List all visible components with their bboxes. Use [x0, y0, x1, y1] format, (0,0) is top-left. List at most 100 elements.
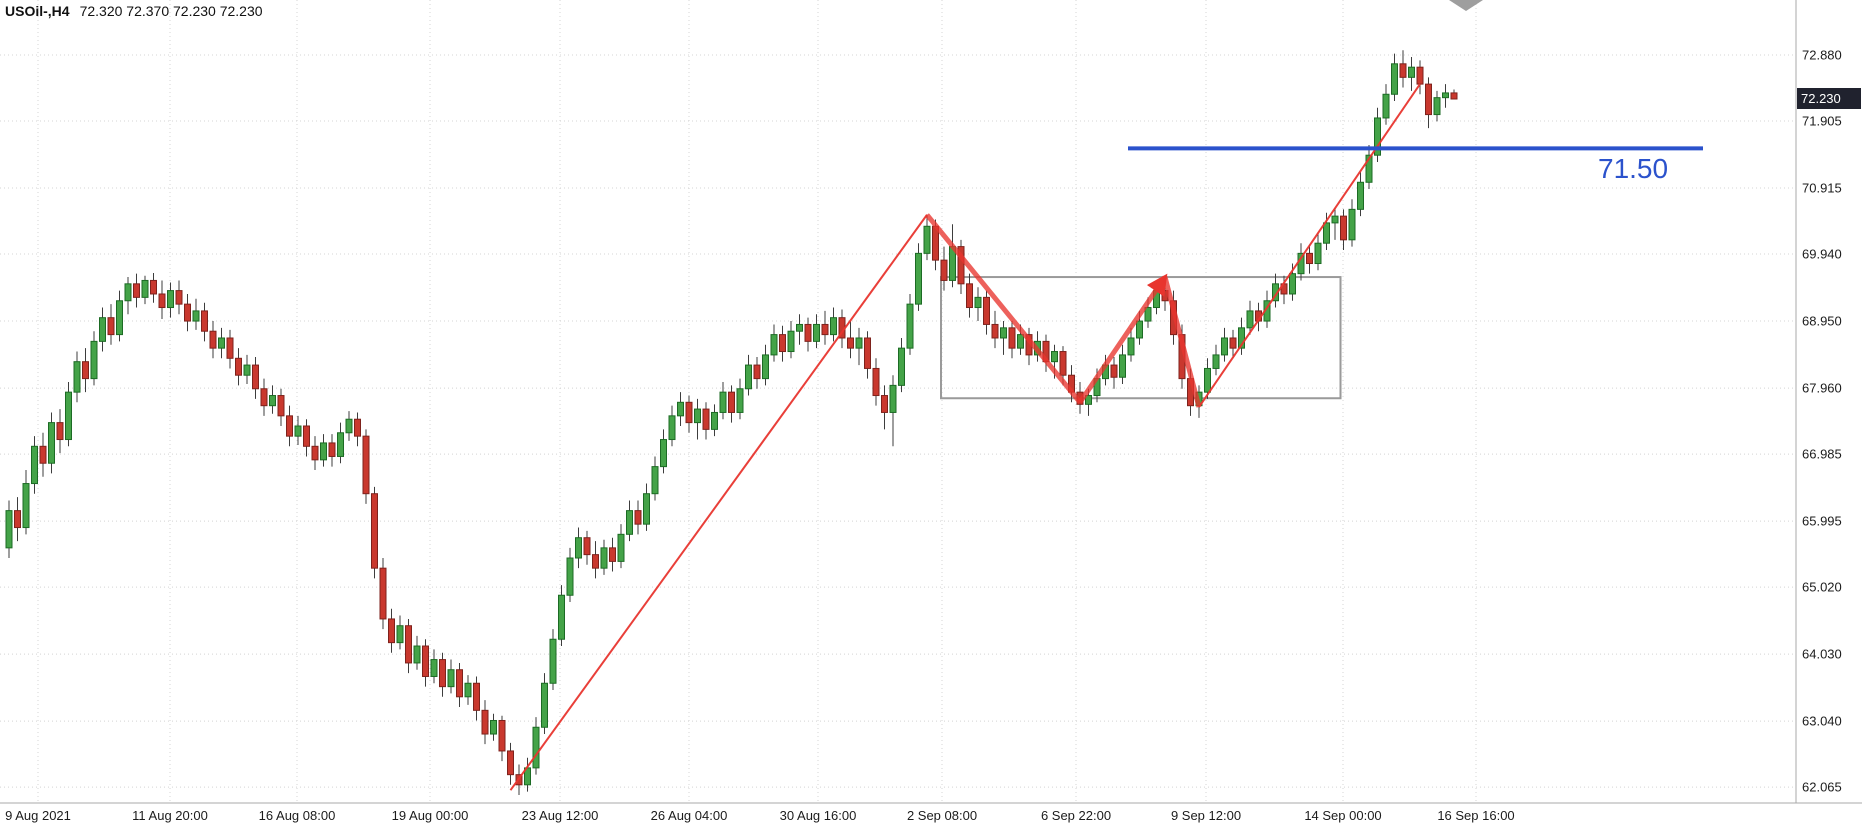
candle-bearish — [456, 669, 463, 698]
candle-bullish — [651, 466, 659, 495]
candle-bullish — [677, 401, 684, 417]
candle-bearish — [439, 659, 446, 688]
candle-bearish — [405, 625, 412, 664]
candle-bullish — [192, 310, 200, 322]
time-axis-label[interactable]: 14 Sep 00:00 — [1304, 808, 1381, 823]
price-axis-label[interactable]: 67.960 — [1802, 381, 1842, 396]
candle-bearish — [209, 330, 217, 349]
candle-bullish — [1136, 320, 1143, 339]
trendline[interactable] — [1162, 276, 1202, 408]
candle-bullish — [447, 669, 455, 688]
candle-bearish — [507, 750, 514, 776]
candle-bullish — [65, 391, 72, 441]
candle-bullish — [668, 415, 676, 441]
price-axis-label[interactable]: 72.880 — [1802, 48, 1842, 63]
support-level-price-label[interactable]: 71.50 — [1598, 153, 1669, 184]
candle-bearish — [1425, 83, 1432, 116]
candle-bullish — [48, 422, 55, 464]
time-axis-label[interactable]: 23 Aug 12:00 — [522, 808, 599, 823]
current-price-tag: 72.230 — [1797, 88, 1861, 109]
candle-bearish — [328, 442, 336, 457]
time-axis-label[interactable]: 9 Sep 12:00 — [1171, 808, 1241, 823]
candle-bearish — [804, 323, 812, 342]
candle-bullish — [124, 283, 132, 302]
candle-bullish — [1085, 395, 1092, 405]
time-axis-label[interactable]: 9 Aug 2021 — [5, 808, 71, 823]
candle-bullish — [1289, 273, 1296, 295]
candle-bullish — [830, 317, 837, 336]
candle-bearish — [634, 510, 642, 525]
candle-bullish — [1212, 354, 1220, 369]
time-axis-label[interactable]: 16 Aug 08:00 — [259, 808, 336, 823]
price-axis-label[interactable]: 69.940 — [1802, 247, 1842, 262]
candle-bullish — [566, 557, 574, 596]
candle-bearish — [388, 618, 395, 644]
candle-bullish — [167, 290, 174, 309]
candle-bullish — [1017, 334, 1024, 349]
candle-bearish — [1450, 92, 1458, 100]
candle-bearish — [728, 391, 735, 413]
trendline[interactable] — [509, 214, 928, 791]
candle-bullish — [1348, 208, 1356, 241]
candle-bullish — [1331, 215, 1339, 224]
candle-bearish — [966, 283, 973, 309]
candle-bearish — [583, 537, 591, 556]
time-axis-label[interactable]: 2 Sep 08:00 — [907, 808, 977, 823]
candle-bullish — [1357, 181, 1364, 210]
candle-bullish — [243, 364, 251, 376]
candle-bearish — [201, 310, 208, 332]
candle-bearish — [821, 323, 829, 336]
candle-bearish — [957, 246, 965, 285]
ohlc-values: 72.320 72.370 72.230 72.230 — [79, 3, 263, 19]
candle-bearish — [1008, 327, 1016, 349]
candle-bullish — [294, 425, 302, 437]
time-axis-label[interactable]: 26 Aug 04:00 — [651, 808, 728, 823]
candle-bullish — [974, 296, 982, 309]
candle-bullish — [141, 279, 149, 298]
candle-bullish — [1391, 63, 1398, 95]
price-axis-label[interactable]: 66.985 — [1802, 447, 1842, 462]
candle-bullish — [719, 391, 727, 413]
time-axis-label[interactable]: 30 Aug 16:00 — [780, 808, 857, 823]
candle-bearish — [983, 296, 990, 325]
price-axis-label[interactable]: 65.020 — [1802, 580, 1842, 595]
time-axis-label[interactable]: 11 Aug 20:00 — [132, 808, 208, 823]
consolidation-box[interactable] — [940, 276, 1342, 400]
quote-header: USOil-,H4 72.320 72.370 72.230 72.230 — [5, 3, 263, 19]
trendline[interactable] — [1198, 83, 1421, 408]
candle-bullish — [1051, 351, 1058, 363]
price-axis-label[interactable]: 64.030 — [1802, 647, 1842, 662]
candle-bearish — [881, 395, 888, 413]
candle-bullish — [915, 252, 922, 305]
candle-bearish — [379, 567, 387, 620]
candle-bullish — [490, 719, 497, 735]
candle-bullish — [90, 340, 98, 380]
time-axis-label[interactable]: 6 Sep 22:00 — [1041, 808, 1111, 823]
candle-bullish — [1238, 327, 1245, 349]
candle-bullish — [1314, 242, 1322, 265]
price-axis-label[interactable]: 62.065 — [1802, 780, 1842, 795]
price-axis-label[interactable]: 65.995 — [1802, 514, 1842, 529]
candle-bullish — [31, 445, 38, 485]
candle-bullish — [1221, 337, 1228, 356]
price-axis-label[interactable]: 68.950 — [1802, 314, 1842, 329]
candle-bearish — [779, 334, 786, 353]
candle-bearish — [56, 422, 64, 441]
price-axis-label[interactable]: 71.905 — [1802, 114, 1842, 129]
candle-bullish — [813, 323, 820, 342]
candle-bearish — [1059, 351, 1067, 376]
price-axis-label[interactable]: 63.040 — [1802, 714, 1842, 729]
trendline[interactable] — [1077, 273, 1168, 404]
candle-bullish — [770, 334, 778, 356]
trendline[interactable] — [925, 213, 1082, 404]
candle-bearish — [685, 401, 693, 424]
candle-bullish — [643, 493, 650, 525]
price-axis-label[interactable]: 70.915 — [1802, 181, 1842, 196]
time-axis-label[interactable]: 16 Sep 16:00 — [1437, 808, 1514, 823]
candle-bearish — [991, 323, 999, 339]
candle-bearish — [158, 293, 166, 309]
candle-bullish — [1442, 92, 1449, 99]
time-axis-label[interactable]: 19 Aug 00:00 — [392, 808, 469, 823]
candle-bullish — [600, 547, 608, 569]
